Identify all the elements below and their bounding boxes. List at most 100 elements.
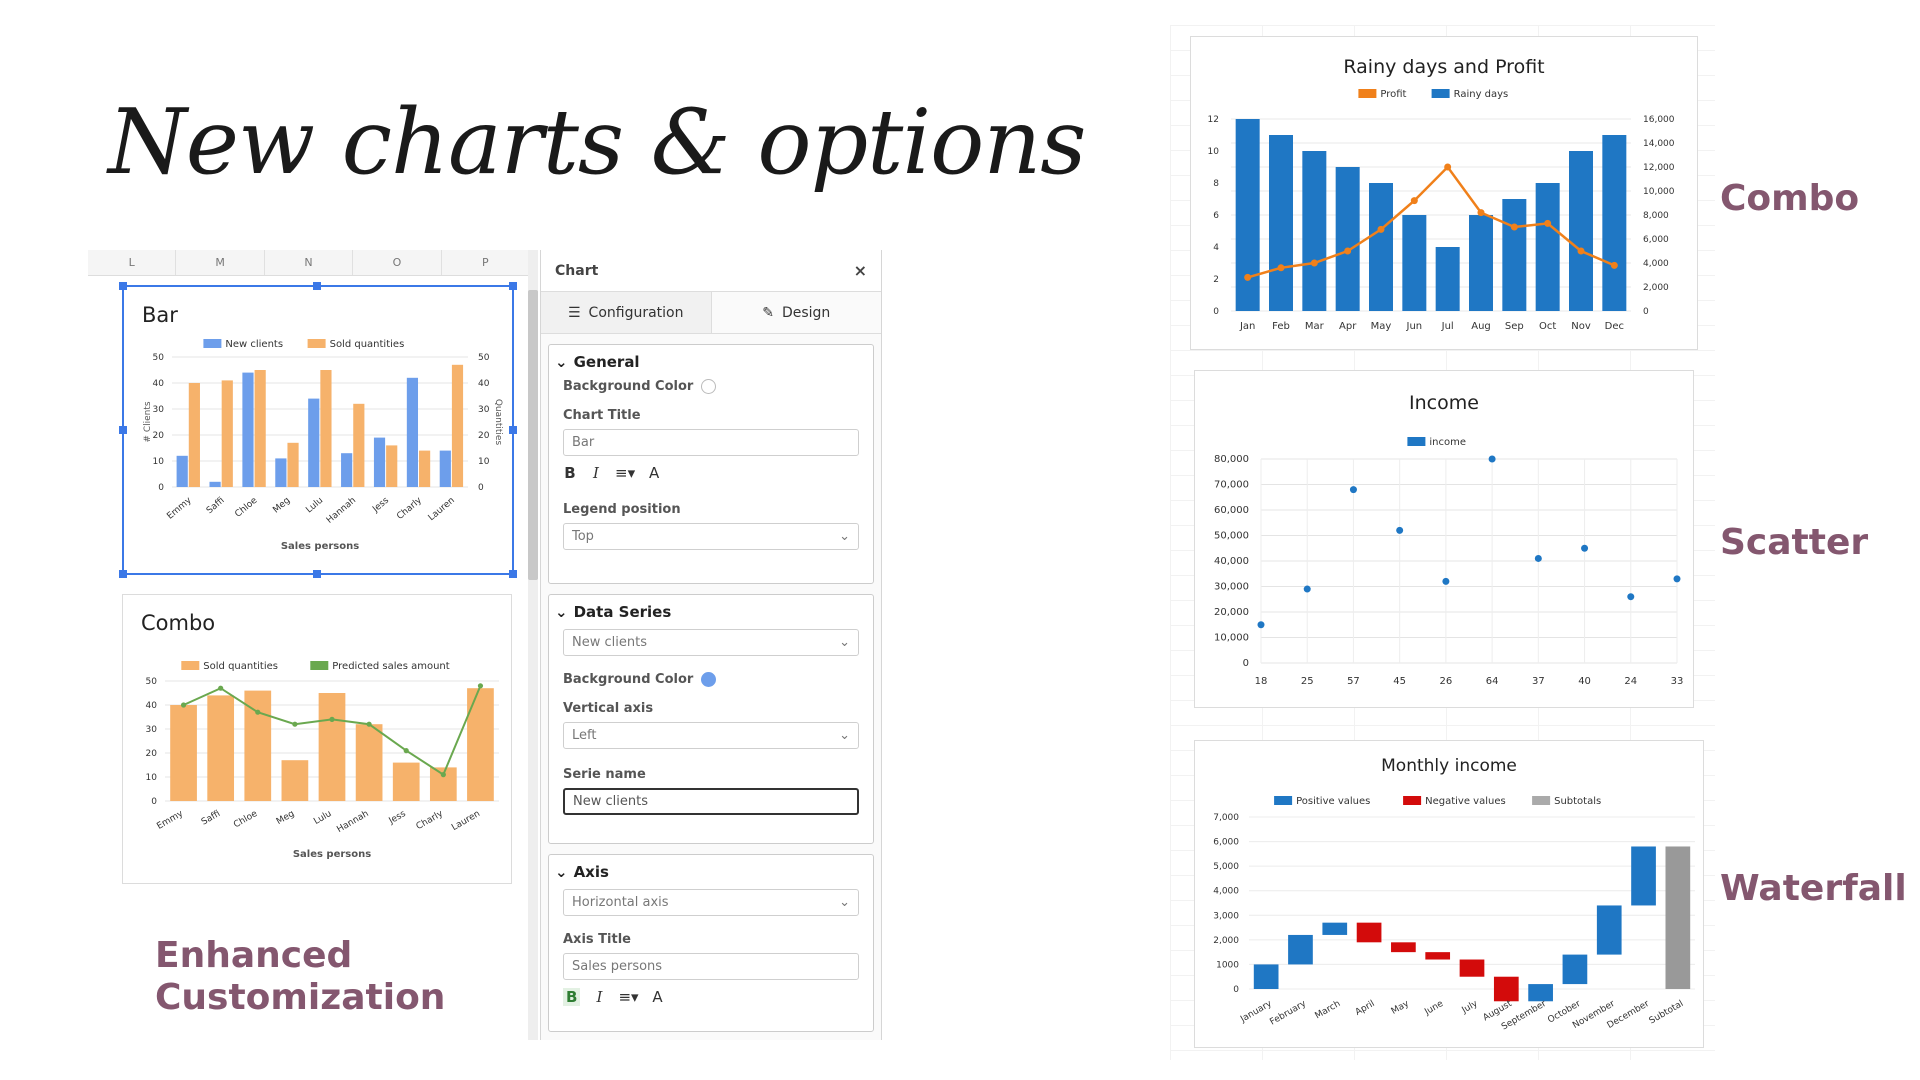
combo-chart-large-card[interactable]: Rainy days and Profit Profit Rainy days 0 2,… — [1190, 36, 1698, 350]
y2-tick-label: 0 — [478, 483, 484, 493]
column-header-cell[interactable]: L — [88, 250, 177, 275]
column-header-cell[interactable]: O — [353, 250, 442, 275]
close-icon[interactable]: × — [853, 261, 867, 280]
resize-handle[interactable] — [509, 426, 517, 434]
resize-handle[interactable] — [313, 570, 321, 578]
no-color-icon[interactable] — [701, 379, 717, 394]
series-line — [1247, 165, 1615, 279]
waterfall-bar — [1253, 964, 1279, 989]
y2-tick-label: 2,000 — [1643, 283, 1669, 293]
italic-button[interactable]: I — [596, 988, 603, 1006]
x-tick-label: 26 — [1440, 676, 1453, 687]
color-swatch[interactable] — [701, 672, 717, 687]
bar — [392, 762, 420, 801]
bar — [188, 383, 200, 487]
resize-handle[interactable] — [119, 426, 127, 434]
chevron-down-icon: ⌄ — [839, 529, 850, 544]
title-format-toolbar: B I ≡▾ A — [563, 464, 859, 482]
section-title: General — [573, 353, 640, 371]
vertical-scrollbar-thumb[interactable] — [528, 290, 538, 580]
resize-handle[interactable] — [313, 282, 321, 290]
waterfall-bar — [1391, 942, 1416, 953]
x-tick-label: 25 — [1301, 676, 1314, 687]
resize-handle[interactable] — [509, 570, 517, 578]
y-tick-label: 6 — [1213, 211, 1219, 221]
resize-handle[interactable] — [509, 282, 517, 290]
y-tick-label: 30 — [146, 725, 158, 735]
chevron-down-icon: ⌄ — [839, 895, 850, 910]
legend-swatch — [203, 339, 222, 348]
x-tick-label: Jess — [387, 809, 408, 827]
bold-button[interactable]: B — [563, 988, 581, 1006]
scatter-point — [1488, 455, 1496, 463]
scatter-point — [1581, 544, 1589, 552]
x-tick-label: 40 — [1578, 676, 1591, 687]
combo-chart-card[interactable]: Combo Sold quantities Predicted sales amo… — [122, 594, 512, 884]
resize-handle[interactable] — [119, 282, 127, 290]
x-tick-label: Lauren — [427, 496, 457, 524]
line-point — [1444, 163, 1452, 171]
legend-swatch — [1274, 796, 1293, 805]
axis-select[interactable]: Horizontal axis ⌄ — [563, 889, 859, 916]
y2-tick-label: 16,000 — [1643, 115, 1675, 125]
bar — [170, 705, 197, 801]
waterfall-bar — [1322, 922, 1348, 935]
tab-configuration[interactable]: ☰ Configuration — [541, 292, 712, 333]
chart-title-input[interactable]: Bar — [563, 429, 859, 456]
panel-tabs: ☰ Configuration ✎ Design — [541, 292, 881, 334]
y-tick-label: 3,000 — [1213, 911, 1239, 921]
legend-swatch — [1532, 796, 1551, 805]
panel-title: Chart — [555, 262, 599, 279]
general-section-header[interactable]: ⌄ General — [555, 353, 859, 371]
bold-button[interactable]: B — [564, 464, 576, 482]
x-tick-label: Jul — [1441, 321, 1454, 332]
italic-button[interactable]: I — [593, 464, 599, 482]
chart-title: Income — [1409, 392, 1479, 414]
series-select[interactable]: New clients ⌄ — [563, 629, 859, 656]
hero-title: New charts & options — [108, 90, 1086, 195]
column-header-cell[interactable]: N — [265, 250, 354, 275]
vertical-scrollbar-track[interactable] — [528, 250, 538, 1040]
y-tick-label: 12 — [1208, 115, 1219, 125]
axis-title-input[interactable]: Sales persons — [563, 953, 859, 980]
x-tick-label: Lulu — [312, 809, 333, 827]
field-label: Chart Title — [563, 408, 641, 423]
bar — [176, 455, 188, 487]
data-series-section-header[interactable]: ⌄ Data Series — [555, 603, 859, 621]
align-button[interactable]: ≡▾ — [615, 464, 636, 482]
bar-chart-card[interactable]: Bar New clients Sold quantities 0 0 10 10 20 20… — [122, 285, 514, 575]
tab-design[interactable]: ✎ Design — [712, 292, 882, 333]
column-header-cell[interactable]: P — [442, 250, 531, 275]
x-tick-label: Apr — [1339, 321, 1357, 332]
legend-swatch — [1431, 89, 1450, 98]
y-tick-label: 10 — [146, 773, 158, 783]
legend-position-select[interactable]: Top ⌄ — [563, 523, 859, 550]
x-tick-label: Dec — [1605, 321, 1624, 332]
x-tick-label: Emmy — [155, 809, 185, 832]
serie-name-input[interactable]: New clients — [563, 788, 859, 815]
bar — [439, 450, 451, 487]
scatter-chart-card[interactable]: Income income 0 10,000 20,000 30,000 40,000 50,… — [1194, 370, 1694, 708]
column-header-cell[interactable]: M — [176, 250, 265, 275]
y-tick-label: 10,000 — [1214, 633, 1249, 644]
text-color-button[interactable]: A — [652, 988, 663, 1006]
bar — [1602, 135, 1627, 311]
section-title: Axis — [573, 863, 609, 881]
x-tick-label: Meg — [271, 496, 292, 516]
x-tick-label: 45 — [1393, 676, 1406, 687]
line-point — [255, 709, 261, 715]
chart-title: Bar — [142, 303, 178, 327]
waterfall-chart-card[interactable]: Monthly income Positive values Negative va… — [1194, 740, 1704, 1048]
customization-line: Customization — [155, 977, 446, 1018]
bar — [242, 372, 254, 487]
field-label: Vertical axis — [563, 701, 654, 716]
vertical-axis-select[interactable]: Left ⌄ — [563, 722, 859, 749]
line-point — [180, 702, 187, 708]
align-button[interactable]: ≡▾ — [618, 988, 639, 1006]
x-tick-label: February — [1268, 999, 1308, 1028]
axis-format-toolbar: B I ≡▾ A — [563, 988, 859, 1006]
resize-handle[interactable] — [119, 570, 127, 578]
text-color-button[interactable]: A — [648, 464, 660, 482]
axis-section-header[interactable]: ⌄ Axis — [555, 863, 859, 881]
y-tick-label: 4 — [1213, 243, 1219, 253]
